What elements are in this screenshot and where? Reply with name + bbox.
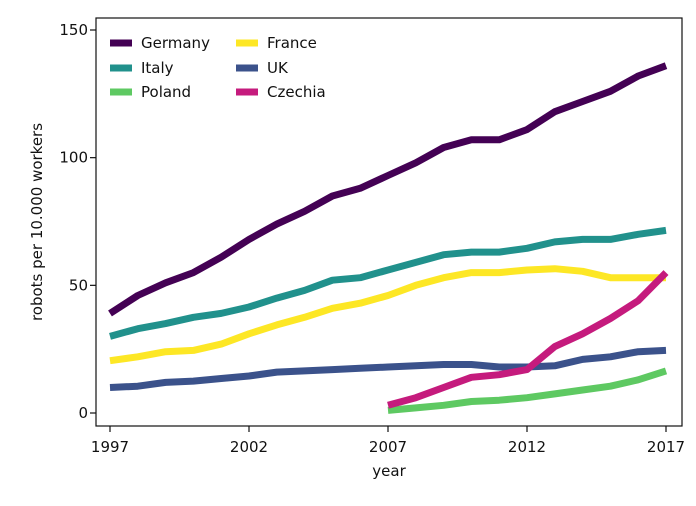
series-lines — [108, 62, 669, 414]
y-tick-label: 100 — [59, 149, 88, 167]
legend-label-uk: UK — [267, 59, 289, 77]
y-tick-label: 50 — [69, 276, 88, 294]
x-tick-label: 2017 — [647, 438, 685, 456]
y-tick-label: 150 — [59, 21, 88, 39]
series-line-poland — [387, 367, 668, 414]
x-tick-label: 2012 — [508, 438, 546, 456]
plot-frame — [95, 17, 683, 427]
y-axis-title: robots per 10.000 workers — [28, 123, 46, 321]
x-tick-label: 1997 — [91, 438, 129, 456]
legend-label-poland: Poland — [141, 83, 191, 101]
axes: 1997 2002 2007 2012 2017 0 50 100 150 — [59, 17, 685, 456]
legend: Germany Italy Poland France UK Czechia — [110, 34, 326, 101]
legend-label-germany: Germany — [141, 34, 210, 52]
series-line-uk — [109, 346, 667, 391]
x-axis-title: year — [372, 462, 406, 480]
series-line-germany — [108, 62, 668, 317]
x-tick-label: 2007 — [369, 438, 407, 456]
series-line-france — [109, 265, 666, 365]
legend-label-czechia: Czechia — [267, 83, 326, 101]
series-line-italy — [109, 226, 667, 340]
x-tick-label: 2002 — [230, 438, 268, 456]
y-tick-label: 0 — [78, 404, 88, 422]
legend-label-france: France — [267, 34, 317, 52]
series-line-czechia — [387, 270, 669, 409]
legend-label-italy: Italy — [141, 59, 174, 77]
